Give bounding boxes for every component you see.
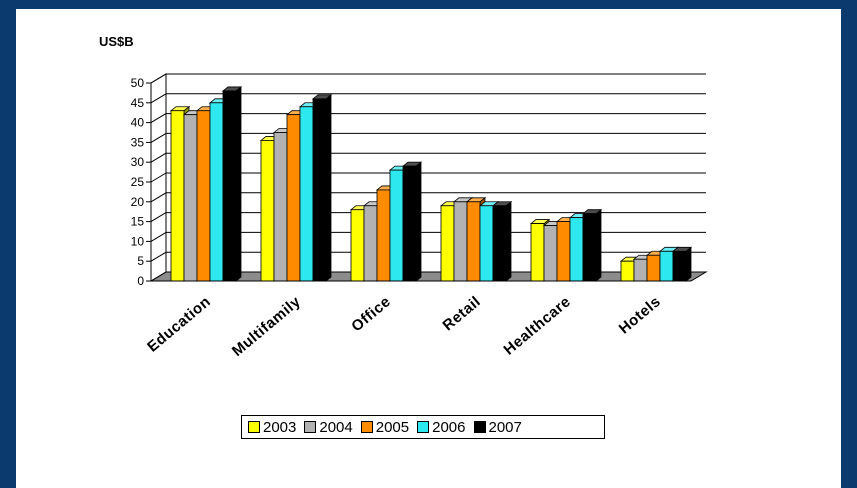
bar-side [505,200,512,282]
legend-swatch [360,421,373,433]
gridline-side [150,271,167,282]
gridline-side [150,212,167,223]
bar-retail-2005 [466,201,481,282]
y-tick-label: 15 [131,215,145,229]
y-tick-label: 50 [131,76,145,90]
legend-item-2006: 2006 [417,418,466,436]
legend-item-2005: 2005 [360,418,410,436]
y-tick-label: 20 [131,195,145,209]
gridline-side [150,251,167,262]
y-tick-label: 35 [131,135,145,149]
bar-retail-2007 [492,205,507,282]
bar-side [235,86,242,282]
bar-multifamily-2006 [299,106,314,282]
legend-item-2004: 2004 [304,418,353,436]
y-tick-label: 10 [131,234,145,248]
bar-side [595,208,602,282]
category-label: Healthcare [501,293,575,359]
bar-retail-2006 [479,205,494,282]
gridline-side [150,93,167,104]
gridline-side [150,132,167,143]
bar-retail-2004 [453,201,468,282]
bar-office-2003 [350,209,365,282]
bar-office-2007 [402,165,417,282]
legend-swatch [304,421,317,433]
legend: 2003 2004 2005 2006 2007 [241,415,605,439]
y-tick-label: 5 [137,254,144,268]
bar-healthcare-2006 [569,217,584,282]
gridline-side [150,113,167,124]
y-tick-label: 25 [131,175,145,189]
y-tick-label: 0 [137,274,144,288]
legend-swatch [417,421,430,433]
legend-swatch [473,421,486,433]
gridline-side [150,73,167,84]
bar-healthcare-2005 [556,221,571,282]
bar-side [685,246,692,282]
category-label: Multifamily [229,293,304,360]
bar-education-2007 [222,90,237,282]
legend-label: 2003 [263,418,297,436]
legend-item-2007: 2007 [473,418,522,436]
bar-education-2003 [170,110,185,282]
legend-label: 2006 [432,418,466,436]
legend-label: 2007 [488,418,522,436]
y-unit-label: US$B [99,34,134,49]
bar-hotels-2003 [620,260,635,282]
y-tick-label: 45 [131,96,145,110]
bar-multifamily-2004 [273,132,288,282]
bar-office-2005 [376,189,391,282]
bar-education-2004 [183,114,198,282]
bar-education-2005 [196,110,211,282]
gridline-side [150,231,167,242]
bar-side [325,94,332,282]
legend-swatch [248,421,260,433]
gridline-side [150,172,167,183]
bar-multifamily-2005 [286,114,301,282]
category-label: Office [348,293,394,335]
bar-hotels-2006 [659,250,674,282]
y-tick-label: 40 [131,116,145,130]
bar-office-2006 [389,169,404,282]
bar-healthcare-2004 [543,225,558,282]
legend-label: 2004 [319,418,353,436]
y-tick-label: 30 [131,155,145,169]
gridline-side [150,152,167,163]
bar-multifamily-2003 [260,140,275,282]
category-label: Hotels [616,293,664,337]
bar-healthcare-2003 [530,223,545,282]
bar-multifamily-2007 [312,98,327,282]
legend-label: 2005 [375,418,410,436]
bar-healthcare-2007 [582,213,597,282]
legend-item-2003: 2003 [248,419,296,436]
bar-side [415,161,422,282]
bar-hotels-2004 [633,258,648,282]
category-label: Education [144,293,214,356]
category-label: Retail [440,293,485,334]
bar-hotels-2005 [646,254,661,282]
bar-education-2006 [209,102,224,282]
bar-office-2004 [363,205,378,282]
gridline-side [150,192,167,203]
bar-retail-2003 [440,205,455,282]
bar-hotels-2007 [672,250,687,282]
